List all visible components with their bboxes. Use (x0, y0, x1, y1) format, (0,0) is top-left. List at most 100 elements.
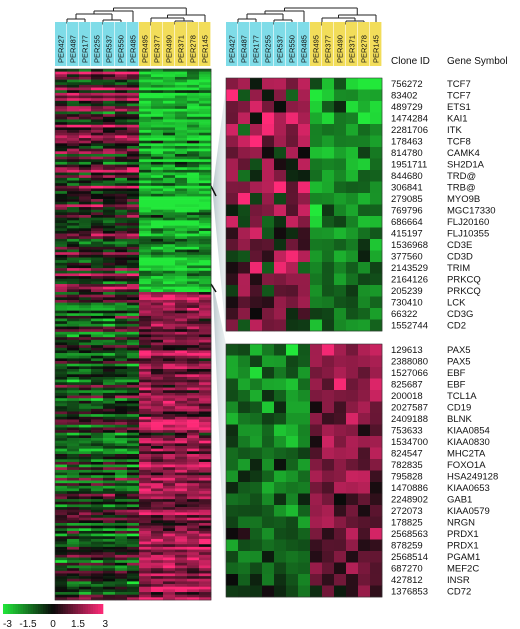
overview-cell (127, 257, 140, 261)
left-sample-label: PER490 (165, 35, 174, 63)
overview-cell (79, 536, 92, 540)
overview-cell (55, 438, 68, 441)
overview-cell (175, 453, 188, 457)
overview-cell (175, 191, 188, 195)
tcell-cell (370, 193, 383, 205)
overview-cell (163, 361, 176, 365)
overview-cell (79, 268, 92, 272)
tcell-cell (370, 147, 383, 159)
overview-cell (199, 148, 212, 152)
overview-cell (199, 82, 212, 86)
overview-cell (127, 400, 140, 404)
overview-cell (115, 395, 128, 399)
overview-cell (199, 549, 212, 553)
overview-cell (175, 570, 188, 574)
overview-cell (139, 71, 152, 75)
overview-cell (199, 459, 212, 463)
overview-cell (151, 541, 164, 545)
overview-cell (115, 153, 128, 157)
tcell-cell (310, 112, 323, 125)
overview-cell (91, 515, 104, 518)
bcell-cell (298, 378, 311, 391)
overview-cell (127, 299, 140, 303)
overview-cell (91, 488, 104, 492)
bcell-cell (358, 401, 371, 414)
tcell-cell (262, 250, 275, 263)
overview-cell (175, 353, 188, 357)
overview-cell (151, 100, 164, 104)
overview-cell (139, 430, 152, 434)
overview-cell (79, 177, 92, 181)
overview-cell (175, 297, 188, 301)
overview-cell (79, 477, 92, 481)
overview-cell (199, 515, 212, 518)
overview-cell (55, 268, 68, 272)
overview-cell (187, 419, 200, 423)
overview-cell (151, 191, 164, 195)
overview-cell (127, 159, 140, 163)
overview-cell (163, 185, 176, 189)
clone-id: 489729 (391, 102, 423, 113)
overview-cell (115, 382, 128, 386)
overview-cell (115, 100, 128, 104)
overview-cell (187, 411, 200, 415)
overview-cell (175, 416, 188, 420)
bcell-cell (238, 344, 251, 356)
overview-cell (187, 82, 200, 86)
overview-cell (103, 98, 116, 102)
tcell-cell (370, 250, 383, 263)
overview-cell (55, 390, 68, 394)
bcell-cell (370, 424, 383, 437)
overview-cell (175, 188, 188, 192)
overview-cell (199, 215, 212, 218)
overview-cell (67, 411, 80, 415)
overview-cell (91, 191, 104, 195)
bcell-cell (346, 436, 359, 448)
overview-cell (175, 390, 188, 394)
overview-cell (115, 369, 128, 372)
overview-cell (187, 175, 200, 179)
overview-cell (199, 461, 212, 465)
overview-cell (139, 98, 152, 102)
left-sample-cell (91, 22, 103, 66)
tcell-cell (358, 135, 371, 148)
overview-cell (163, 276, 176, 280)
overview-cell (67, 467, 80, 471)
overview-cell (175, 379, 188, 383)
overview-cell (175, 398, 188, 402)
overview-cell (79, 79, 92, 83)
overview-cell (127, 382, 140, 386)
bcell-cell (358, 493, 371, 506)
scale-cell (35, 604, 39, 614)
overview-cell (199, 307, 212, 311)
right-sample-cell (286, 22, 298, 66)
overview-cell (163, 84, 176, 88)
overview-cell (91, 509, 104, 513)
gene-symbol: KIAA0653 (447, 483, 490, 494)
tcell-cell (358, 250, 371, 263)
overview-cell (139, 124, 152, 128)
overview-cell (91, 172, 104, 176)
overview-cell (67, 106, 80, 110)
overview-cell (79, 342, 92, 346)
tcell-cell (334, 250, 347, 263)
overview-cell (139, 159, 152, 163)
overview-cell (175, 220, 188, 224)
overview-cell (67, 82, 80, 86)
overview-cell (199, 408, 212, 412)
bcell-cell (250, 424, 263, 437)
left-sample-cell (139, 22, 151, 66)
overview-cell (199, 238, 212, 242)
overview-cell (55, 278, 68, 282)
overview-cell (79, 116, 92, 120)
overview-cell (55, 363, 68, 367)
scale-cell (58, 604, 61, 614)
scale-tick-label: 3 (102, 619, 108, 629)
overview-cell (79, 281, 92, 285)
overview-cell (151, 103, 164, 107)
overview-cell (151, 440, 164, 444)
overview-cell (79, 191, 92, 195)
overview-cell (79, 480, 92, 484)
overview-cell (91, 369, 104, 372)
bcell-cell (370, 401, 383, 414)
